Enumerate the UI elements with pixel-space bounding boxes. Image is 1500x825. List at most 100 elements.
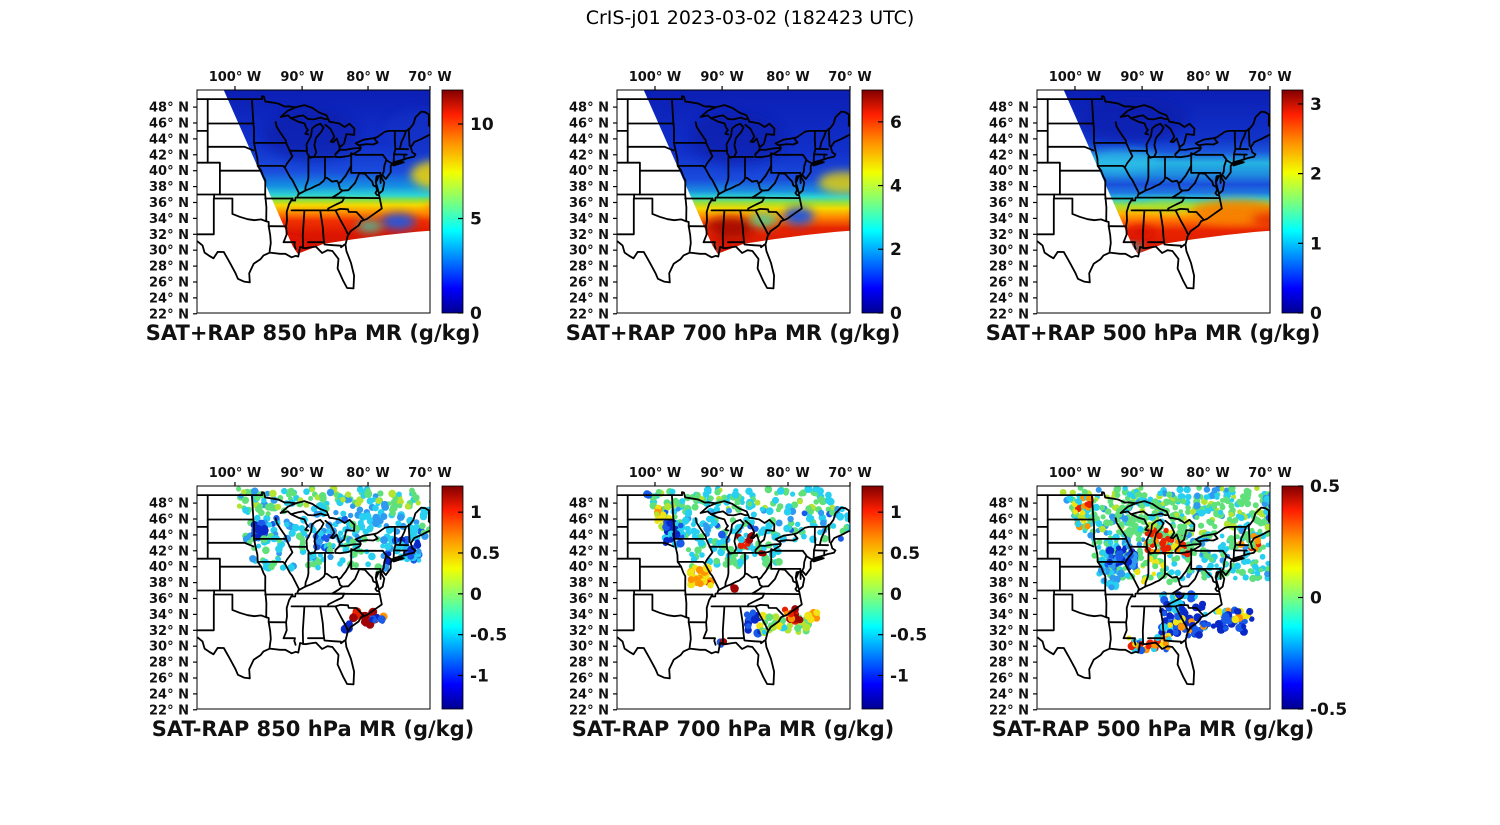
lat-tick-label: 46° N: [569, 117, 609, 132]
lon-tick-label: 100° W: [1049, 70, 1102, 85]
panel-sat-minus-rap-700: 100° W 90° W 80° W 70° W 48° N 46° N 44° N 42° …: [542, 441, 942, 721]
colorbar-tick-label: 0.5: [1310, 477, 1340, 497]
lat-tick-label: 38° N: [149, 180, 189, 195]
axes-box: [1036, 89, 1271, 314]
lon-tick-label: 70° W: [1248, 466, 1291, 481]
lat-tick-label: 34° N: [989, 608, 1029, 623]
figure-title: CrIS-j01 2023-03-02 (182423 UTC): [585, 7, 915, 29]
lat-tick-label: 28° N: [149, 260, 189, 275]
lon-tick-label: 100° W: [629, 466, 682, 481]
lat-tick-label: 24° N: [569, 687, 609, 702]
lat-tick-label: 22° N: [149, 307, 189, 322]
colorbar: [861, 89, 884, 314]
lat-tick-label: 30° N: [149, 244, 189, 259]
panel-title-sat-plus-rap-850: SAT+RAP 850 hPa MR (g/kg): [145, 321, 481, 345]
lat-tick-label: 32° N: [149, 228, 189, 243]
lon-tick-label: 80° W: [346, 466, 389, 481]
lat-tick-label: 42° N: [569, 544, 609, 559]
lat-tick-label: 46° N: [989, 117, 1029, 132]
colorbar: [441, 485, 464, 710]
colorbar: [861, 485, 884, 710]
lon-tick-label: 70° W: [408, 466, 451, 481]
colorbar-tick-label: 0: [470, 585, 482, 605]
lat-tick-label: 42° N: [149, 148, 189, 163]
lat-tick-label: 28° N: [149, 656, 189, 671]
axis-labels: 100° W 90° W 80° W 70° W 48° N46° N44° N42° …: [989, 466, 1292, 718]
lat-tick-label: 34° N: [569, 212, 609, 227]
state-borders: [1037, 95, 1270, 290]
lat-tick-label: 22° N: [569, 307, 609, 322]
lat-tick-label: 48° N: [569, 497, 609, 512]
lat-tick-label: 30° N: [569, 640, 609, 655]
colorbar-tick-label: 0: [470, 304, 482, 324]
lat-tick-label: 30° N: [989, 244, 1029, 259]
lat-tick-label: 42° N: [569, 148, 609, 163]
lat-tick-label: 30° N: [149, 640, 189, 655]
panel-title-sat-plus-rap-700: SAT+RAP 700 hPa MR (g/kg): [565, 321, 901, 345]
lon-tick-label: 90° W: [280, 466, 323, 481]
lat-tick-label: 32° N: [989, 228, 1029, 243]
colorbar-tick-label: 2: [890, 240, 902, 260]
lat-tick-label: 26° N: [149, 276, 189, 291]
lon-tick-label: 70° W: [828, 466, 871, 481]
lat-tick-label: 38° N: [569, 576, 609, 591]
lat-tick-label: 28° N: [989, 656, 1029, 671]
colorbar-tick-label: 0: [1310, 588, 1322, 608]
axis-labels: 100° W 90° W 80° W 70° W 48° N46° N44° N42° …: [149, 70, 452, 322]
lat-tick-label: 32° N: [989, 624, 1029, 639]
lat-tick-label: 24° N: [989, 687, 1029, 702]
panel-sat-plus-rap-850: 100° W 90° W 80° W 70° W 48° N 46° N 44° N 42° …: [122, 45, 522, 325]
lat-tick-label: 48° N: [569, 101, 609, 116]
colorbar-tick-label: -1: [470, 666, 489, 686]
state-borders: [197, 95, 430, 290]
lat-tick-label: 26° N: [149, 672, 189, 687]
lat-tick-label: 32° N: [569, 624, 609, 639]
colorbar-tick-label: 0: [1310, 304, 1322, 324]
colorbar-tick-label: 4: [890, 177, 902, 197]
map-figure-sat_minus_rap_500: 100° W 90° W 80° W 70° W 48° N46° N44° N42° …: [989, 466, 1347, 720]
lat-tick-label: 46° N: [989, 513, 1029, 528]
lat-tick-label: 34° N: [149, 608, 189, 623]
colorbar-tick-label: 0: [890, 304, 902, 324]
colorbar-tick-label: 0.5: [470, 544, 500, 564]
colorbar-tick-label: 10: [470, 115, 494, 135]
axes-box: [196, 485, 431, 710]
lon-tick-label: 90° W: [700, 466, 743, 481]
lat-tick-label: 44° N: [149, 132, 189, 147]
lat-tick-label: 40° N: [989, 164, 1029, 179]
lon-tick-label: 70° W: [408, 70, 451, 85]
lon-tick-label: 100° W: [209, 466, 262, 481]
lat-tick-label: 28° N: [569, 260, 609, 275]
lat-tick-label: 24° N: [149, 687, 189, 702]
lon-tick-label: 90° W: [700, 70, 743, 85]
panel-title-sat-minus-rap-850: SAT-RAP 850 hPa MR (g/kg): [151, 717, 475, 741]
lat-tick-label: 22° N: [989, 307, 1029, 322]
state-borders: [1037, 491, 1270, 686]
state-borders: [617, 491, 850, 686]
panel-sat-plus-rap-700: 100° W 90° W 80° W 70° W 48° N 46° N 44° N 42° …: [542, 45, 942, 325]
colorbar-tick-label: -1: [890, 666, 909, 686]
lat-tick-label: 44° N: [569, 132, 609, 147]
lat-tick-label: 48° N: [989, 101, 1029, 116]
colorbar-tick-label: 0.5: [890, 544, 920, 564]
lat-tick-label: 36° N: [149, 592, 189, 607]
lat-tick-label: 48° N: [149, 101, 189, 116]
panel-sat-minus-rap-850: 100° W 90° W 80° W 70° W 48° N 46° N 44° N 42° …: [122, 441, 522, 721]
lon-tick-label: 100° W: [209, 70, 262, 85]
lat-tick-label: 38° N: [989, 180, 1029, 195]
axes-box: [1036, 485, 1271, 710]
colorbar-tick-label: 1: [890, 503, 902, 523]
lat-tick-label: 34° N: [989, 212, 1029, 227]
lat-tick-label: 24° N: [149, 291, 189, 306]
colorbar-tick-label: 6: [890, 113, 902, 133]
lat-tick-label: 40° N: [149, 560, 189, 575]
lat-tick-label: 24° N: [569, 291, 609, 306]
lat-tick-label: 38° N: [569, 180, 609, 195]
lat-tick-label: 28° N: [989, 260, 1029, 275]
axes-box: [616, 89, 851, 314]
lat-tick-label: 32° N: [569, 228, 609, 243]
colorbar-tick-label: 2: [1310, 165, 1322, 185]
colorbar-tick-label: 0: [890, 585, 902, 605]
lat-tick-label: 48° N: [149, 497, 189, 512]
lat-tick-label: 40° N: [989, 560, 1029, 575]
